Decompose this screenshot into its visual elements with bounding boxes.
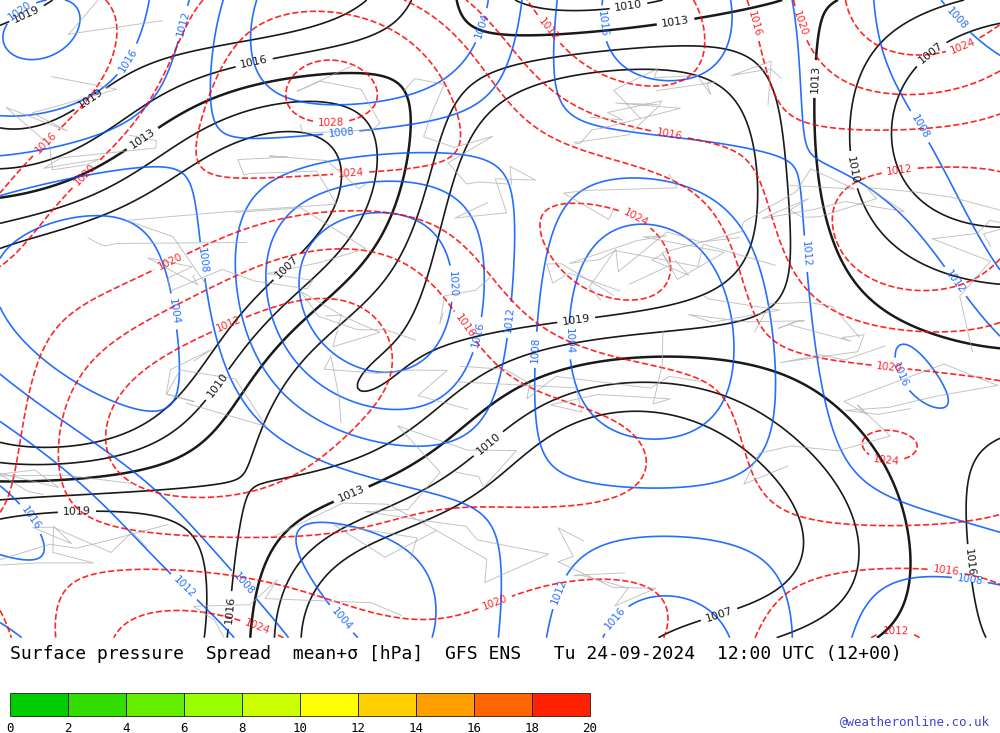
Text: 1016: 1016 <box>602 605 627 632</box>
Text: 1020: 1020 <box>72 162 98 188</box>
Text: 10: 10 <box>292 721 308 733</box>
Bar <box>242 693 300 715</box>
Text: 1004: 1004 <box>564 328 574 355</box>
Text: 1008: 1008 <box>944 5 969 32</box>
Text: 1019: 1019 <box>12 4 42 25</box>
Text: 1028: 1028 <box>318 117 344 128</box>
Bar <box>126 693 184 715</box>
Text: @weatheronline.co.uk: @weatheronline.co.uk <box>840 715 990 729</box>
Text: 1010: 1010 <box>845 155 860 185</box>
Bar <box>358 693 416 715</box>
Text: 1020: 1020 <box>481 593 509 612</box>
Text: 20: 20 <box>582 721 598 733</box>
Text: 1016: 1016 <box>470 321 486 349</box>
Text: 1024: 1024 <box>949 36 977 56</box>
Bar <box>474 693 532 715</box>
Text: 1016: 1016 <box>963 548 976 578</box>
Text: 1016: 1016 <box>746 10 763 37</box>
Text: 1012: 1012 <box>800 240 812 268</box>
Text: 1007: 1007 <box>704 605 734 624</box>
Text: 1004: 1004 <box>329 606 353 633</box>
Text: 1016: 1016 <box>20 504 43 532</box>
Text: 12: 12 <box>351 721 366 733</box>
Text: 1012: 1012 <box>175 10 191 37</box>
Text: 1019: 1019 <box>63 506 91 517</box>
Text: 1007: 1007 <box>917 40 945 66</box>
Text: 1016: 1016 <box>655 127 683 141</box>
Text: 0: 0 <box>6 721 14 733</box>
Text: 1012: 1012 <box>886 163 913 177</box>
Bar <box>10 693 68 715</box>
Text: 1012: 1012 <box>549 578 568 606</box>
Text: 1016: 1016 <box>933 564 960 578</box>
Text: 1008: 1008 <box>909 113 931 141</box>
Text: 1010: 1010 <box>474 431 502 457</box>
Bar <box>416 693 474 715</box>
Text: 1013: 1013 <box>809 65 820 93</box>
Text: 1012: 1012 <box>536 16 561 43</box>
Bar <box>532 693 590 715</box>
Text: 1008: 1008 <box>956 572 984 586</box>
Text: 1012: 1012 <box>503 306 516 334</box>
Text: 1016: 1016 <box>596 10 609 37</box>
Text: 18: 18 <box>524 721 540 733</box>
Text: 1013: 1013 <box>661 15 690 29</box>
Text: 1024: 1024 <box>243 617 272 636</box>
Text: 1013: 1013 <box>336 484 366 504</box>
Text: 16: 16 <box>466 721 482 733</box>
Text: 14: 14 <box>409 721 424 733</box>
Bar <box>184 693 242 715</box>
Text: 1012: 1012 <box>944 268 967 295</box>
Text: 1024: 1024 <box>338 167 365 179</box>
Text: 1010: 1010 <box>614 0 643 13</box>
Text: 1016: 1016 <box>239 55 269 70</box>
Text: 1012: 1012 <box>883 626 910 636</box>
Text: 1019: 1019 <box>562 313 591 327</box>
Text: 1016: 1016 <box>453 313 477 340</box>
Text: 4: 4 <box>122 721 130 733</box>
Text: 2: 2 <box>64 721 72 733</box>
Text: 1020: 1020 <box>791 10 809 37</box>
Text: 1020: 1020 <box>876 361 903 374</box>
Text: 1012: 1012 <box>215 314 243 334</box>
Text: 6: 6 <box>180 721 188 733</box>
Text: 1020: 1020 <box>447 270 458 297</box>
Text: 1016: 1016 <box>33 130 59 156</box>
Text: 1008: 1008 <box>530 336 541 363</box>
Text: 1019: 1019 <box>76 87 105 111</box>
Text: 8: 8 <box>238 721 246 733</box>
Text: 1013: 1013 <box>128 127 157 150</box>
Text: 1008: 1008 <box>328 127 355 139</box>
Text: 1016: 1016 <box>117 46 139 73</box>
Text: 1010: 1010 <box>205 371 230 399</box>
Bar <box>300 693 358 715</box>
Text: 1020: 1020 <box>157 251 185 272</box>
Text: 1024: 1024 <box>873 454 900 467</box>
Text: 1012: 1012 <box>171 574 197 600</box>
Text: 1008: 1008 <box>196 246 209 274</box>
Text: 1008: 1008 <box>231 571 256 597</box>
Text: 1007: 1007 <box>274 253 301 280</box>
Text: 1016: 1016 <box>224 596 236 625</box>
Text: 1004: 1004 <box>474 12 491 40</box>
Text: 1020: 1020 <box>6 0 34 23</box>
Bar <box>68 693 126 715</box>
Text: Surface pressure  Spread  mean+σ [hPa]  GFS ENS   Tu 24-09-2024  12:00 UTC (12+0: Surface pressure Spread mean+σ [hPa] GFS… <box>10 645 902 663</box>
Text: 1024: 1024 <box>621 207 649 229</box>
Text: 1016: 1016 <box>890 361 910 389</box>
Text: 1004: 1004 <box>167 298 181 325</box>
